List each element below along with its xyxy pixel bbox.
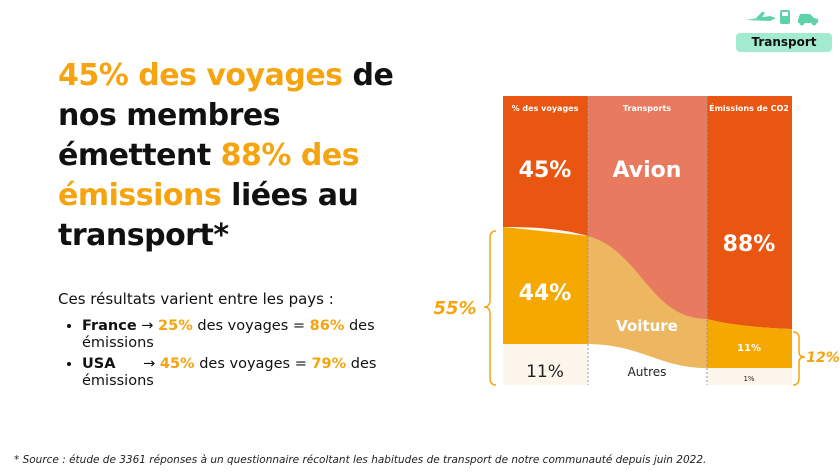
title-text-1: de nos membres émettent [58,58,394,173]
flow-avion-mid [588,96,707,319]
label-voiture-emissions: 11% [737,343,761,354]
subtitle: Ces résultats varient entre les pays : [58,290,334,308]
flow-avion-left [503,96,588,236]
flow-autres [588,344,707,385]
bracket-right-label: 12% [806,350,840,366]
label-avion-trips: 45% [519,158,572,183]
list-item-usa: USA → 45% des voyages = 79% des émission… [82,356,422,390]
transport-icons [746,8,826,32]
bracket-right [792,331,806,386]
label-voiture: Voiture [616,317,678,335]
title-highlight-2: 88% des émissions [58,138,360,213]
title-highlight-1: 45% des voyages [58,58,343,93]
label-autres-emissions: 1% [743,375,754,383]
label-autres: Autres [628,365,667,379]
label-autres-trips: 11% [526,362,564,382]
country-list: France → 25% des voyages = 86% des émiss… [58,318,422,394]
train-icon [780,10,790,24]
plane-icon [746,12,776,21]
flow-voiture-light [588,236,707,368]
column-header: Émissions de CO2 [709,102,789,113]
column-header: Transports [623,104,671,113]
transport-badge: Transport [736,33,832,52]
page-title: 45% des voyages de nos membres émettent … [58,56,418,256]
title-text-2: liées au transport* [58,178,359,253]
flow-voiture-right [707,319,792,368]
label-voiture-trips: 44% [519,281,572,306]
bracket-left [483,230,497,386]
list-item-france: France → 25% des voyages = 86% des émiss… [82,318,422,352]
car-icon [798,14,818,26]
bracket-left-label: 55% [433,298,476,319]
column-header: % des voyages [512,104,579,113]
label-avion: Avion [613,158,682,183]
footnote: * Source : étude de 3361 réponses à un q… [14,454,707,466]
label-avion-emissions: 88% [723,232,776,257]
flow-avion-right [707,96,792,329]
